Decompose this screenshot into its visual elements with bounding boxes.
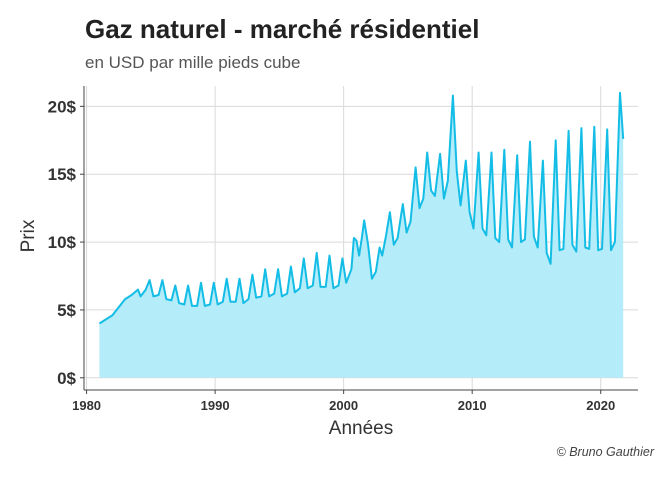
x-tick-label: 2010 bbox=[458, 398, 487, 413]
x-tick-label: 1990 bbox=[201, 398, 230, 413]
chart-subtitle: en USD par mille pieds cube bbox=[85, 53, 301, 72]
y-tick-label: 5$ bbox=[57, 301, 76, 320]
area-layer bbox=[98, 91, 625, 378]
x-tick-label: 1980 bbox=[72, 398, 101, 413]
x-axis-title: Années bbox=[329, 418, 393, 439]
y-tick-label: 15$ bbox=[48, 165, 77, 184]
chart-title: Gaz naturel - marché résidentiel bbox=[85, 14, 480, 44]
y-tick-label: 0$ bbox=[57, 369, 76, 388]
y-tick-label: 20$ bbox=[48, 97, 77, 116]
x-tick-label: 2000 bbox=[329, 398, 358, 413]
x-tick-label: 2020 bbox=[586, 398, 615, 413]
y-axis-title: Prix bbox=[18, 219, 39, 252]
tick-labels: 1980 1990 2000 2010 2020 0$ 5$ 10$ 15$ 20$ bbox=[48, 97, 616, 413]
axes bbox=[83, 86, 638, 391]
y-tick-label: 10$ bbox=[48, 233, 77, 252]
series-line bbox=[98, 91, 625, 325]
credit-caption: © Bruno Gauthier bbox=[556, 445, 654, 459]
series-area bbox=[99, 92, 624, 378]
